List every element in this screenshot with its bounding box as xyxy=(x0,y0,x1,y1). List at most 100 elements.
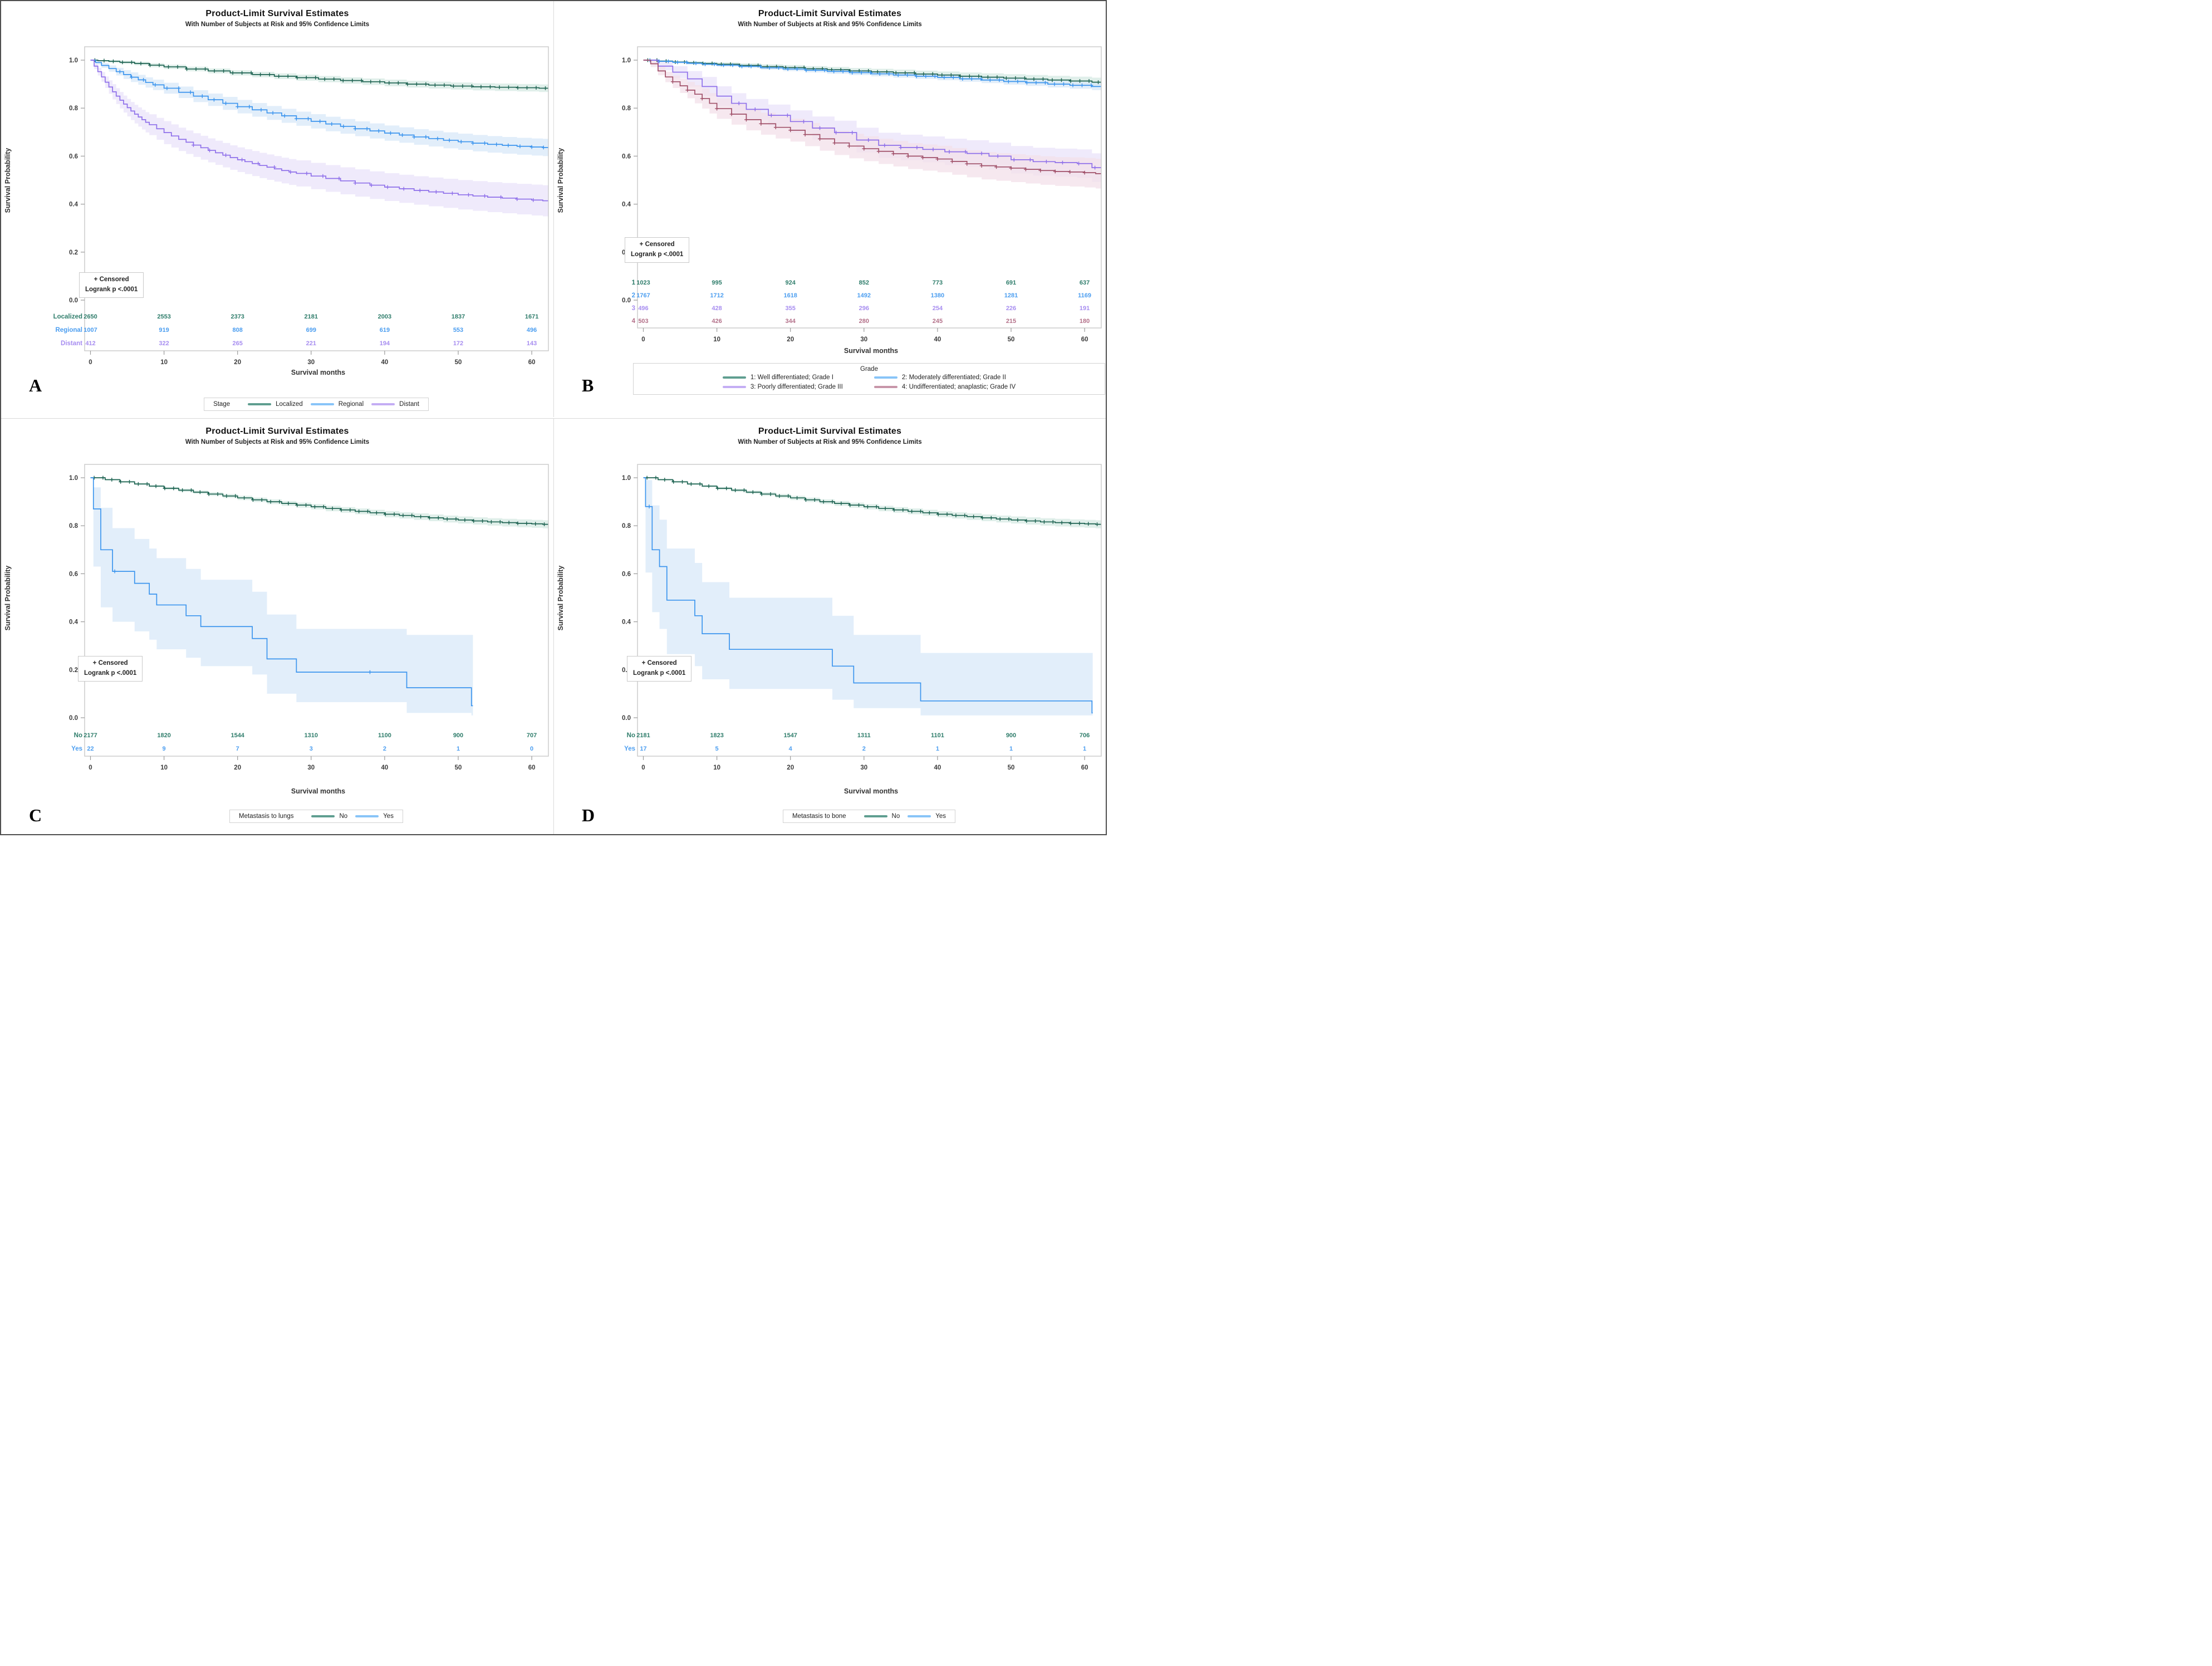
at-risk-count: 924 xyxy=(786,280,796,286)
legend-title: Grade xyxy=(860,366,878,373)
panel-subtitle: With Number of Subjects at Risk and 95% … xyxy=(738,21,922,28)
at-risk-count: 1544 xyxy=(230,732,244,739)
legend-item-label: 4: Undifferentiated; anaplastic; Grade I… xyxy=(901,384,1016,390)
at-risk-count: 1101 xyxy=(931,732,944,739)
legend-line-swatch xyxy=(310,403,334,406)
censor-marks-3 xyxy=(737,101,1097,170)
legend-line-swatch xyxy=(355,815,379,818)
x-tick-label: 20 xyxy=(234,359,241,366)
at-risk-count: 254 xyxy=(933,305,943,312)
y-tick-label: 0.0 xyxy=(69,297,78,304)
panel-subtitle: With Number of Subjects at Risk and 95% … xyxy=(185,21,370,28)
x-tick-label: 40 xyxy=(381,359,389,366)
at-risk-count: 221 xyxy=(306,340,316,347)
censor-marks-Localized xyxy=(93,58,547,90)
legend-line-swatch xyxy=(722,385,746,389)
x-tick-label: 60 xyxy=(1081,336,1088,343)
at-risk-count: 1007 xyxy=(84,327,97,334)
panel-title: Product-Limit Survival Estimates xyxy=(205,9,349,18)
x-tick-label: 50 xyxy=(455,359,462,366)
km-curve-Distant xyxy=(90,60,549,202)
at-risk-count: 143 xyxy=(527,340,537,347)
at-risk-count: 2181 xyxy=(305,313,318,320)
km-curve-Yes xyxy=(90,477,473,707)
x-tick-label: 50 xyxy=(1008,336,1015,343)
legend-grid: 1: Well differentiated; Grade I 2: Moder… xyxy=(634,374,1105,390)
panel-subtitle: With Number of Subjects at Risk and 95% … xyxy=(738,439,922,445)
at-risk-count: 3 xyxy=(310,746,313,752)
y-tick-label: 0.6 xyxy=(69,153,78,160)
y-tick-label: 0.0 xyxy=(69,715,78,722)
y-tick-label: 0.2 xyxy=(69,249,78,256)
at-risk-count: 496 xyxy=(527,327,537,334)
y-tick-label: 0.8 xyxy=(69,523,79,530)
x-tick-label: 50 xyxy=(1008,765,1015,771)
at-risk-count: 1023 xyxy=(636,280,650,286)
at-risk-count: 172 xyxy=(453,340,463,347)
at-risk-count: 1823 xyxy=(710,732,723,739)
at-risk-count: 1 xyxy=(936,746,939,752)
at-risk-count: 1492 xyxy=(857,292,871,299)
panel-c: Product-Limit Survival Estimates With Nu… xyxy=(1,418,553,834)
legend-item: 3: Poorly differentiated; Grade III xyxy=(722,384,843,390)
legend-title: Metastasis to bone xyxy=(792,813,846,820)
at-risk-count: 1 xyxy=(457,746,460,752)
at-risk-row-label: Yes xyxy=(624,746,635,752)
panel-letter: A xyxy=(29,375,42,395)
at-risk-count: 1 xyxy=(1083,746,1086,752)
censored-label: + Censored xyxy=(94,276,129,283)
x-tick-label: 30 xyxy=(860,765,867,771)
y-tick-label: 0.4 xyxy=(69,619,79,626)
legend-line-swatch xyxy=(248,403,272,406)
at-risk-count: 637 xyxy=(1080,280,1090,286)
x-tick-label: 0 xyxy=(641,765,645,771)
at-risk-count: 808 xyxy=(233,327,243,334)
legend-item: No xyxy=(311,813,347,820)
at-risk-count: 852 xyxy=(859,280,869,286)
censor-marks-Regional xyxy=(117,70,546,150)
legend-item-label: Yes xyxy=(383,813,394,820)
at-risk-count: 995 xyxy=(712,280,722,286)
panel-a: Product-Limit Survival Estimates With Nu… xyxy=(1,1,553,417)
x-tick-label: 10 xyxy=(160,765,168,771)
legend-line-swatch xyxy=(722,376,746,379)
legend-stage: Stage Localized Regional Distant xyxy=(204,398,429,411)
censor-marks-4 xyxy=(670,80,1087,175)
y-tick-label: 1.0 xyxy=(69,475,78,482)
at-risk-count: 2181 xyxy=(636,732,650,739)
y-tick-label: 0.2 xyxy=(69,667,78,674)
x-tick-label: 20 xyxy=(787,765,794,771)
panel-b: Product-Limit Survival Estimates With Nu… xyxy=(553,1,1106,417)
at-risk-count: 619 xyxy=(380,327,390,334)
at-risk-count: 22 xyxy=(87,746,94,752)
panel-letter: D xyxy=(582,805,595,825)
censor-marks-Yes xyxy=(112,569,372,674)
ci-band-Yes xyxy=(90,478,473,716)
at-risk-count: 180 xyxy=(1080,318,1090,325)
censored-note-box: + Censored Logrank p <.0001 xyxy=(79,272,144,298)
x-tick-label: 40 xyxy=(381,765,389,771)
at-risk-count: 226 xyxy=(1006,305,1016,312)
legend-line-swatch xyxy=(371,403,395,406)
legend-item-label: 3: Poorly differentiated; Grade III xyxy=(750,384,843,390)
at-risk-row-label: 4 xyxy=(632,318,636,325)
at-risk-count: 1547 xyxy=(783,732,797,739)
at-risk-row-label: No xyxy=(74,732,82,739)
at-risk-count: 1618 xyxy=(783,292,797,299)
at-risk-count: 1671 xyxy=(525,313,538,320)
y-tick-label: 0.4 xyxy=(622,619,631,626)
at-risk-row-label: Localized xyxy=(53,313,82,320)
legend-item-label: Localized xyxy=(276,401,303,408)
at-risk-count: 503 xyxy=(638,318,648,325)
legend-metastasis-lungs: Metastasis to lungs No Yes xyxy=(229,810,403,823)
at-risk-count: 296 xyxy=(859,305,869,312)
at-risk-count: 2003 xyxy=(378,313,391,320)
legend-metastasis-bone: Metastasis to bone No Yes xyxy=(783,810,955,823)
at-risk-count: 1169 xyxy=(1078,292,1091,299)
legend-title: Metastasis to lungs xyxy=(239,813,294,820)
at-risk-count: 344 xyxy=(786,318,796,325)
at-risk-count: 706 xyxy=(1080,732,1090,739)
ci-band-Yes xyxy=(643,478,1093,716)
at-risk-count: 1 xyxy=(1009,746,1013,752)
at-risk-count: 699 xyxy=(306,327,316,334)
